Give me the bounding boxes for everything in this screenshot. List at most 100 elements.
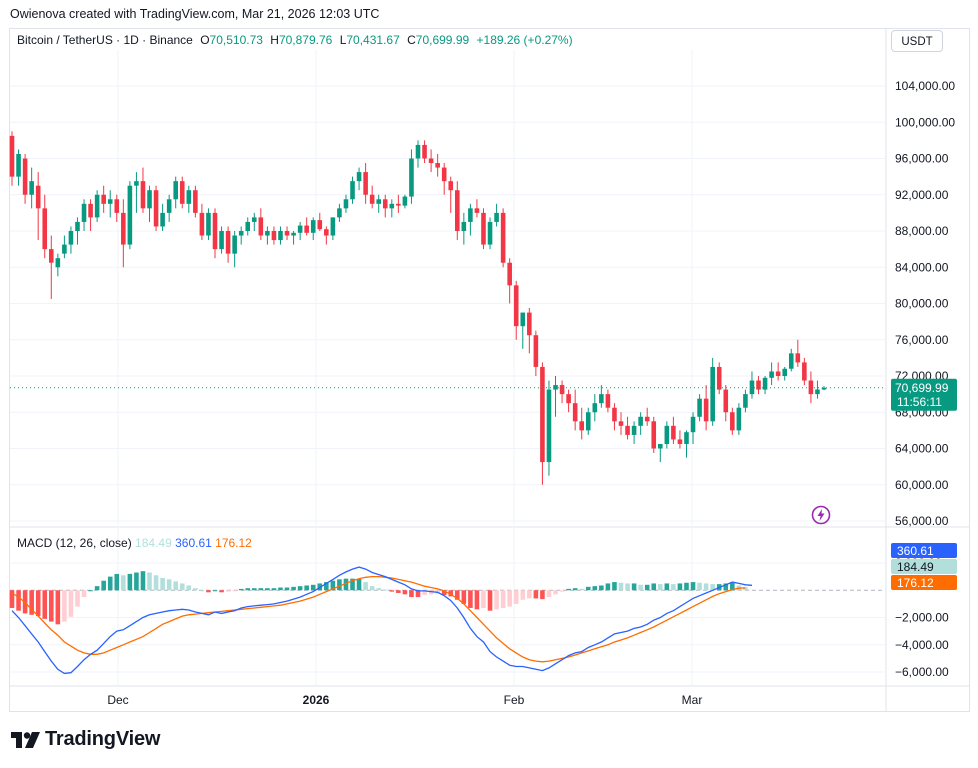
candle-body — [697, 398, 702, 417]
macd-title[interactable]: MACD (12, 26, close) — [17, 536, 132, 550]
high-label: H — [270, 33, 279, 47]
macd-histogram-bar — [193, 588, 198, 591]
candle-body — [402, 196, 408, 206]
candle-body — [468, 208, 473, 222]
candle-body — [376, 199, 382, 204]
candle-body — [474, 208, 480, 213]
macd-histogram-bar — [343, 578, 349, 591]
macd-histogram-bar — [454, 590, 460, 600]
candle-body — [206, 212, 211, 236]
price-axis-label: 96,000.00 — [895, 152, 949, 166]
macd-histogram-bar — [389, 590, 395, 592]
macd-hist-tag-value: 184.49 — [897, 560, 934, 574]
candle-body — [415, 144, 421, 159]
candle-body — [651, 421, 657, 449]
macd-histogram-bar — [559, 590, 565, 592]
candle-body — [75, 221, 80, 231]
price-axis-label: 88,000.00 — [895, 224, 949, 238]
candle-body — [788, 353, 794, 369]
candle-body — [317, 220, 323, 230]
candle-body — [409, 158, 414, 197]
close-label: C — [407, 33, 416, 47]
candle-body — [494, 212, 499, 222]
macd-signal-tag-value: 176.12 — [897, 576, 934, 590]
candle-body — [88, 203, 93, 218]
macd-histogram-bar — [363, 582, 368, 591]
macd-histogram-bar — [481, 590, 486, 608]
lightning-icon[interactable] — [811, 505, 831, 525]
macd-axis-label: −6,000.00 — [895, 665, 949, 679]
candle-body — [775, 371, 781, 376]
candle-body — [821, 387, 827, 390]
candle-body — [795, 353, 801, 363]
macd-histogram-bar — [147, 572, 152, 591]
macd-axis-label: −4,000.00 — [895, 638, 949, 652]
candle-body — [310, 220, 316, 233]
macd-histogram-bar — [513, 590, 519, 604]
macd-histogram-bar — [415, 590, 421, 598]
macd-histogram-bar — [520, 590, 526, 600]
price-axis-label: 56,000.00 — [895, 514, 949, 528]
macd-histogram-bar — [710, 584, 715, 591]
candle-body — [481, 212, 486, 245]
macd-histogram-bar — [55, 590, 61, 625]
macd-histogram-bar — [677, 583, 683, 591]
macd-histogram-bar — [206, 590, 211, 593]
candle-body — [782, 368, 788, 376]
candle-body — [42, 208, 48, 250]
candle-body — [500, 212, 506, 263]
macd-histogram-bar — [684, 582, 689, 591]
candle-body — [723, 389, 729, 413]
macd-histogram-bar — [68, 590, 74, 617]
macd-line-tag-value: 360.61 — [897, 544, 934, 558]
macd-histogram-bar — [448, 590, 454, 597]
candle-body — [219, 231, 224, 250]
macd-histogram-bar — [330, 580, 336, 591]
candle-body — [513, 285, 519, 327]
macd-histogram-bar — [179, 583, 185, 591]
macd-line — [11, 566, 753, 675]
candle-body — [265, 231, 270, 236]
macd-histogram-bar — [402, 590, 408, 595]
close-value: 70,699.99 — [415, 33, 470, 47]
macd-histogram-bar — [507, 590, 512, 607]
candle-body — [710, 366, 715, 422]
candle-body — [251, 217, 257, 222]
macd-histogram-bar — [219, 590, 224, 593]
candle-body — [35, 185, 41, 209]
macd-histogram-bar — [297, 586, 303, 591]
price-axis-label: 76,000.00 — [895, 333, 949, 347]
candle-body — [743, 394, 748, 408]
candle-body — [448, 181, 454, 191]
macd-histogram-bar — [251, 588, 257, 591]
candle-body — [487, 221, 493, 245]
candle-body — [22, 158, 28, 195]
candle-body — [271, 231, 277, 241]
macd-histogram-bar — [396, 590, 401, 593]
candle-body — [193, 190, 198, 213]
macd-histogram-bar — [134, 572, 139, 591]
macd-histogram-bar — [160, 577, 165, 591]
macd-histogram-bar — [186, 585, 192, 591]
candle-body — [527, 312, 532, 336]
candle-body — [585, 412, 591, 431]
chart-frame[interactable] — [9, 28, 970, 712]
candle-body — [631, 425, 637, 435]
candle-body — [756, 380, 761, 390]
candle-body — [134, 181, 139, 186]
currency-button[interactable]: USDT — [891, 30, 943, 52]
macd-histogram-bar — [651, 583, 657, 591]
macd-histogram-bar — [9, 590, 15, 608]
macd-histogram-bar — [546, 590, 552, 598]
candle-body — [153, 190, 159, 227]
candle-layer — [9, 131, 885, 485]
open-label: O — [200, 33, 210, 47]
macd-histogram-bar — [42, 590, 48, 619]
tradingview-logo[interactable]: TradingView — [11, 728, 160, 751]
candle-body — [62, 244, 67, 254]
macd-histogram-bar — [638, 584, 643, 591]
candle-body — [304, 225, 309, 233]
symbol-name[interactable]: Bitcoin / TetherUS · 1D · Binance — [17, 33, 193, 47]
candle-body — [605, 394, 611, 408]
